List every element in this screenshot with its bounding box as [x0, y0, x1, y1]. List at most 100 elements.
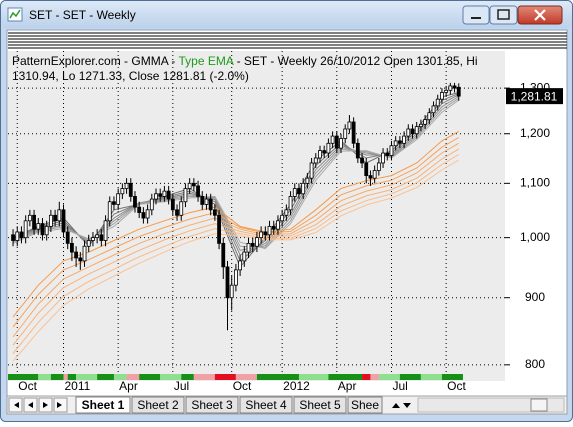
- maximize-glyph: [497, 9, 510, 20]
- candle-body: [107, 201, 112, 222]
- candle-body: [364, 162, 369, 176]
- h-scrollbar[interactable]: [417, 397, 565, 413]
- y-tick-label: 1,000: [520, 230, 550, 244]
- window-title: SET - SET - Weekly: [29, 8, 136, 22]
- trend-strip-segment: [214, 374, 236, 380]
- trend-strip-segment: [362, 374, 371, 380]
- trend-strip-segment: [67, 374, 77, 380]
- candle-body: [339, 138, 343, 149]
- candle-body: [255, 237, 259, 247]
- candle-body: [397, 140, 402, 144]
- gmma-line: [12, 130, 459, 318]
- header-type: Type EMA: [179, 54, 234, 68]
- candle-body: [456, 86, 461, 97]
- sheet-tab-label: Shee: [351, 398, 379, 412]
- sheet-tab[interactable]: [185, 396, 239, 414]
- candle-body: [347, 121, 352, 130]
- candle-body: [154, 193, 158, 200]
- candle-body: [376, 162, 381, 171]
- candle-body: [305, 177, 310, 184]
- sheet-tab[interactable]: [239, 396, 293, 414]
- header-prefix: PatternExplorer.com - GMMA -: [12, 54, 175, 68]
- candle-body: [414, 126, 419, 135]
- trend-strip-segment: [139, 374, 161, 380]
- sheet-tab[interactable]: [75, 396, 131, 414]
- candle-body: [103, 220, 108, 241]
- candle-body: [221, 242, 226, 268]
- scroll-thumb[interactable]: [530, 398, 548, 412]
- chart-header-line2: 1310.94, Lo 1271.33, Close 1281.81 (-2.0…: [12, 69, 249, 83]
- candle-body: [419, 123, 423, 128]
- candle-body: [318, 150, 322, 159]
- tab-scroll-arrows: [392, 403, 411, 408]
- candle-body: [40, 223, 45, 236]
- candle-body: [191, 182, 196, 187]
- candle-body: [166, 190, 171, 200]
- trend-strip-segment: [256, 374, 299, 380]
- trend-strip-segment: [8, 374, 39, 380]
- candle-body: [250, 242, 255, 247]
- candle-body: [74, 251, 79, 259]
- trend-strip-segment: [76, 374, 98, 380]
- trend-strip-segment: [63, 374, 68, 380]
- plot: [8, 51, 505, 380]
- candle-body: [326, 142, 331, 154]
- candle-body: [297, 188, 301, 195]
- candle-body: [149, 198, 154, 211]
- candle-body: [23, 220, 28, 239]
- trend-strip-segment: [193, 374, 215, 380]
- sheet-tab-label: Sheet 4: [245, 398, 287, 412]
- chart-header: PatternExplorer.com - GMMA - Type EMA - …: [12, 54, 478, 68]
- candle-body: [124, 182, 129, 189]
- candle-body: [284, 209, 289, 216]
- candle-body: [452, 85, 457, 89]
- candle-body: [212, 209, 217, 216]
- candle-body: [322, 150, 327, 154]
- candle-body: [301, 182, 306, 195]
- candle-body: [263, 231, 268, 236]
- sheet-tab[interactable]: [347, 396, 383, 414]
- maximize-button[interactable]: [489, 5, 518, 25]
- x-tick-label: 2012: [283, 379, 310, 393]
- candle-body: [15, 231, 20, 241]
- candle-body: [334, 135, 339, 149]
- candle-body: [204, 198, 209, 205]
- candle-body: [389, 145, 394, 156]
- minimize-button[interactable]: [462, 5, 490, 25]
- y-tick-label: 800: [525, 357, 545, 371]
- tabs: Sheet 1 Sheet 2 Sheet 3 Sheet 4 Sheet 5 Shee: [75, 396, 411, 414]
- sheet-tab-label: Sheet 2: [137, 398, 179, 412]
- candle-body: [402, 135, 406, 144]
- candle-body: [448, 85, 453, 91]
- sheet-tab[interactable]: [293, 396, 347, 414]
- candle-body: [158, 193, 163, 197]
- gmma-line: [12, 142, 459, 338]
- candle-body: [65, 231, 70, 244]
- sheet-tab-label: Sheet 3: [191, 398, 233, 412]
- gmma-line: [12, 159, 459, 362]
- trend-strip-segment: [113, 374, 127, 380]
- candle-body: [137, 206, 142, 213]
- candle-body: [116, 193, 121, 205]
- candle-body: [141, 212, 146, 219]
- y-tick-label: 1,100: [520, 175, 550, 189]
- candle-body: [330, 135, 335, 144]
- candle-body: [246, 242, 251, 253]
- x-tick-label: Jul: [174, 379, 189, 393]
- candle-body: [410, 128, 415, 135]
- candle-body: [343, 128, 348, 139]
- gmma-line: [12, 154, 459, 354]
- sheet-tab[interactable]: [131, 396, 185, 414]
- gmma-line: [12, 137, 459, 328]
- candle-body: [187, 182, 192, 189]
- candle-body: [112, 201, 116, 205]
- title-bar: [1, 1, 572, 28]
- candle-body: [271, 225, 276, 230]
- trend-strip-segment: [126, 374, 140, 380]
- candle-body: [86, 240, 91, 247]
- candle-body: [170, 198, 175, 211]
- candle-body: [368, 175, 373, 179]
- candle-body: [61, 209, 66, 233]
